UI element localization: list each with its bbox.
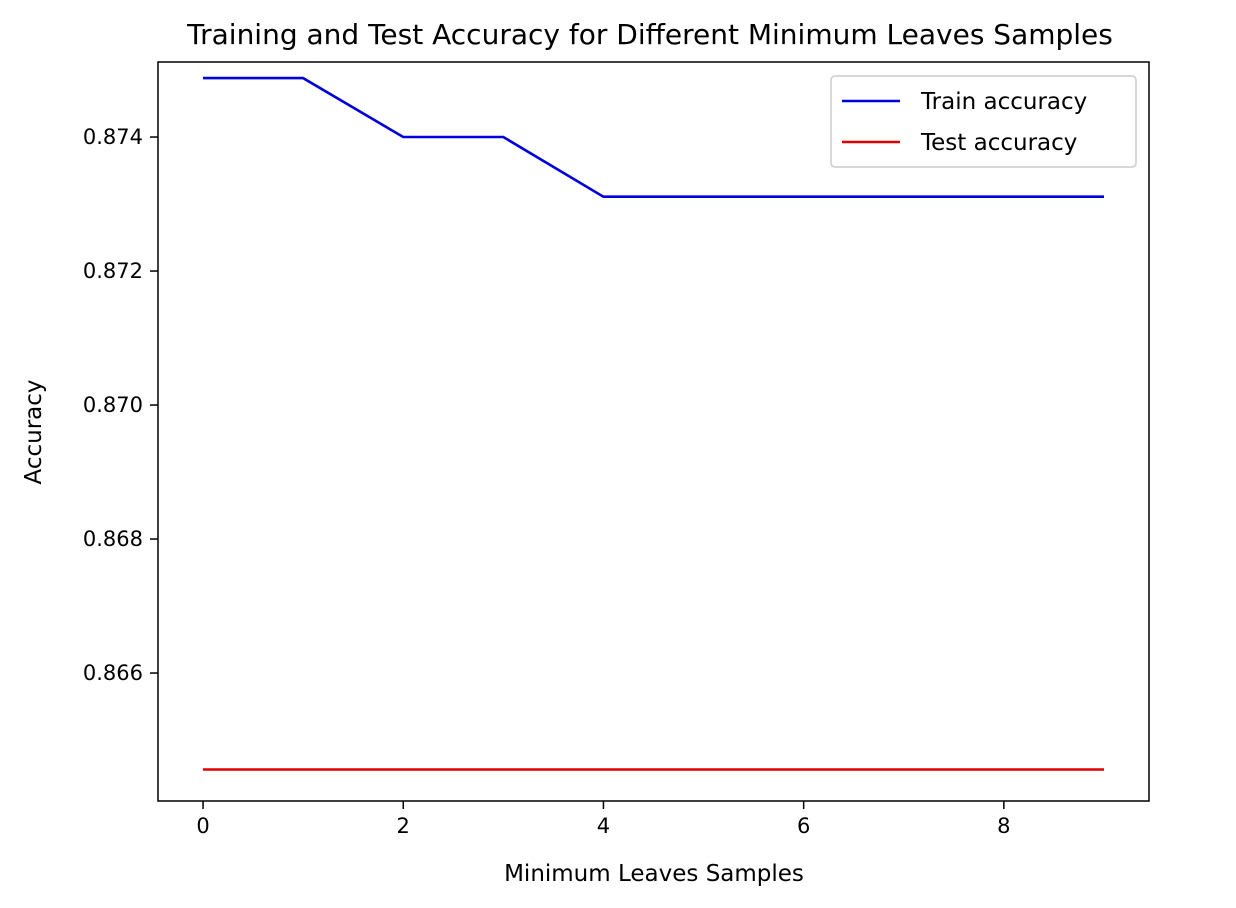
chart-title: Training and Test Accuracy for Different… <box>186 18 1113 51</box>
ticks-layer: 0 2 4 6 8 0.866 0.868 0.870 0.872 0.874 <box>83 125 1011 838</box>
x-tick-label: 0 <box>196 814 209 838</box>
series-line-train <box>203 76 1104 198</box>
x-tick-label: 4 <box>597 814 610 838</box>
x-tick-label: 6 <box>797 814 810 838</box>
x-tick-label: 2 <box>397 814 410 838</box>
plot-frame <box>157 61 1150 802</box>
legend: Train accuracy Test accuracy <box>830 75 1137 168</box>
y-tick-label: 0.870 <box>83 393 143 417</box>
legend-label-train: Train accuracy <box>920 89 1087 115</box>
y-tick-label: 0.874 <box>83 125 143 149</box>
y-tick-label: 0.866 <box>83 661 143 685</box>
series-layer <box>203 76 1104 771</box>
y-tick-label: 0.872 <box>83 259 143 283</box>
y-axis-label: Accuracy <box>21 379 47 484</box>
x-axis-label: Minimum Leaves Samples <box>504 861 804 887</box>
legend-label-test: Test accuracy <box>920 130 1077 156</box>
x-tick-label: 8 <box>997 814 1010 838</box>
y-tick-label: 0.868 <box>83 527 143 551</box>
legend-box <box>830 75 1137 168</box>
